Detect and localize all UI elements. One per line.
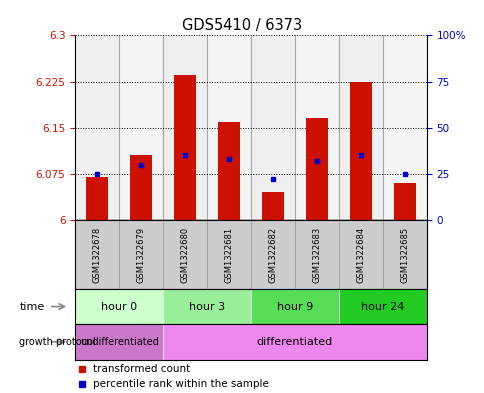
- Bar: [294, 220, 338, 289]
- Bar: [218, 121, 240, 220]
- Text: transformed count: transformed count: [92, 364, 190, 374]
- Text: GSM1322683: GSM1322683: [312, 226, 321, 283]
- Bar: [86, 177, 108, 220]
- Bar: [119, 220, 163, 289]
- Bar: [163, 324, 426, 360]
- Text: percentile rank within the sample: percentile rank within the sample: [92, 378, 268, 389]
- Bar: [75, 324, 163, 360]
- Text: GSM1322682: GSM1322682: [268, 226, 277, 283]
- Bar: [338, 35, 382, 220]
- Bar: [75, 35, 119, 220]
- Bar: [163, 220, 207, 289]
- Text: hour 9: hour 9: [276, 301, 312, 312]
- Bar: [393, 183, 415, 220]
- Text: time: time: [19, 301, 45, 312]
- Bar: [250, 35, 294, 220]
- Bar: [251, 220, 294, 289]
- Bar: [163, 35, 207, 220]
- Bar: [130, 155, 152, 220]
- Bar: [75, 220, 119, 289]
- Bar: [338, 220, 382, 289]
- Bar: [163, 289, 251, 324]
- Text: hour 0: hour 0: [101, 301, 137, 312]
- Text: GSM1322685: GSM1322685: [399, 226, 408, 283]
- Text: GSM1322681: GSM1322681: [224, 226, 233, 283]
- Bar: [382, 220, 426, 289]
- Bar: [338, 289, 426, 324]
- Text: GSM1322684: GSM1322684: [356, 226, 364, 283]
- Bar: [261, 192, 283, 220]
- Bar: [174, 75, 196, 220]
- Text: differentiated: differentiated: [257, 337, 333, 347]
- Bar: [294, 35, 338, 220]
- Text: undifferentiated: undifferentiated: [79, 337, 158, 347]
- Text: GDS5410 / 6373: GDS5410 / 6373: [182, 18, 302, 33]
- Bar: [207, 35, 251, 220]
- Bar: [251, 289, 338, 324]
- Text: hour 24: hour 24: [361, 301, 404, 312]
- Bar: [305, 118, 327, 220]
- Bar: [207, 220, 251, 289]
- Text: growth protocol: growth protocol: [19, 337, 96, 347]
- Bar: [349, 81, 371, 220]
- Text: hour 3: hour 3: [189, 301, 225, 312]
- Bar: [119, 35, 163, 220]
- Bar: [382, 35, 426, 220]
- Text: GSM1322680: GSM1322680: [180, 226, 189, 283]
- Bar: [75, 289, 163, 324]
- Text: GSM1322678: GSM1322678: [92, 226, 102, 283]
- Text: GSM1322679: GSM1322679: [136, 226, 145, 283]
